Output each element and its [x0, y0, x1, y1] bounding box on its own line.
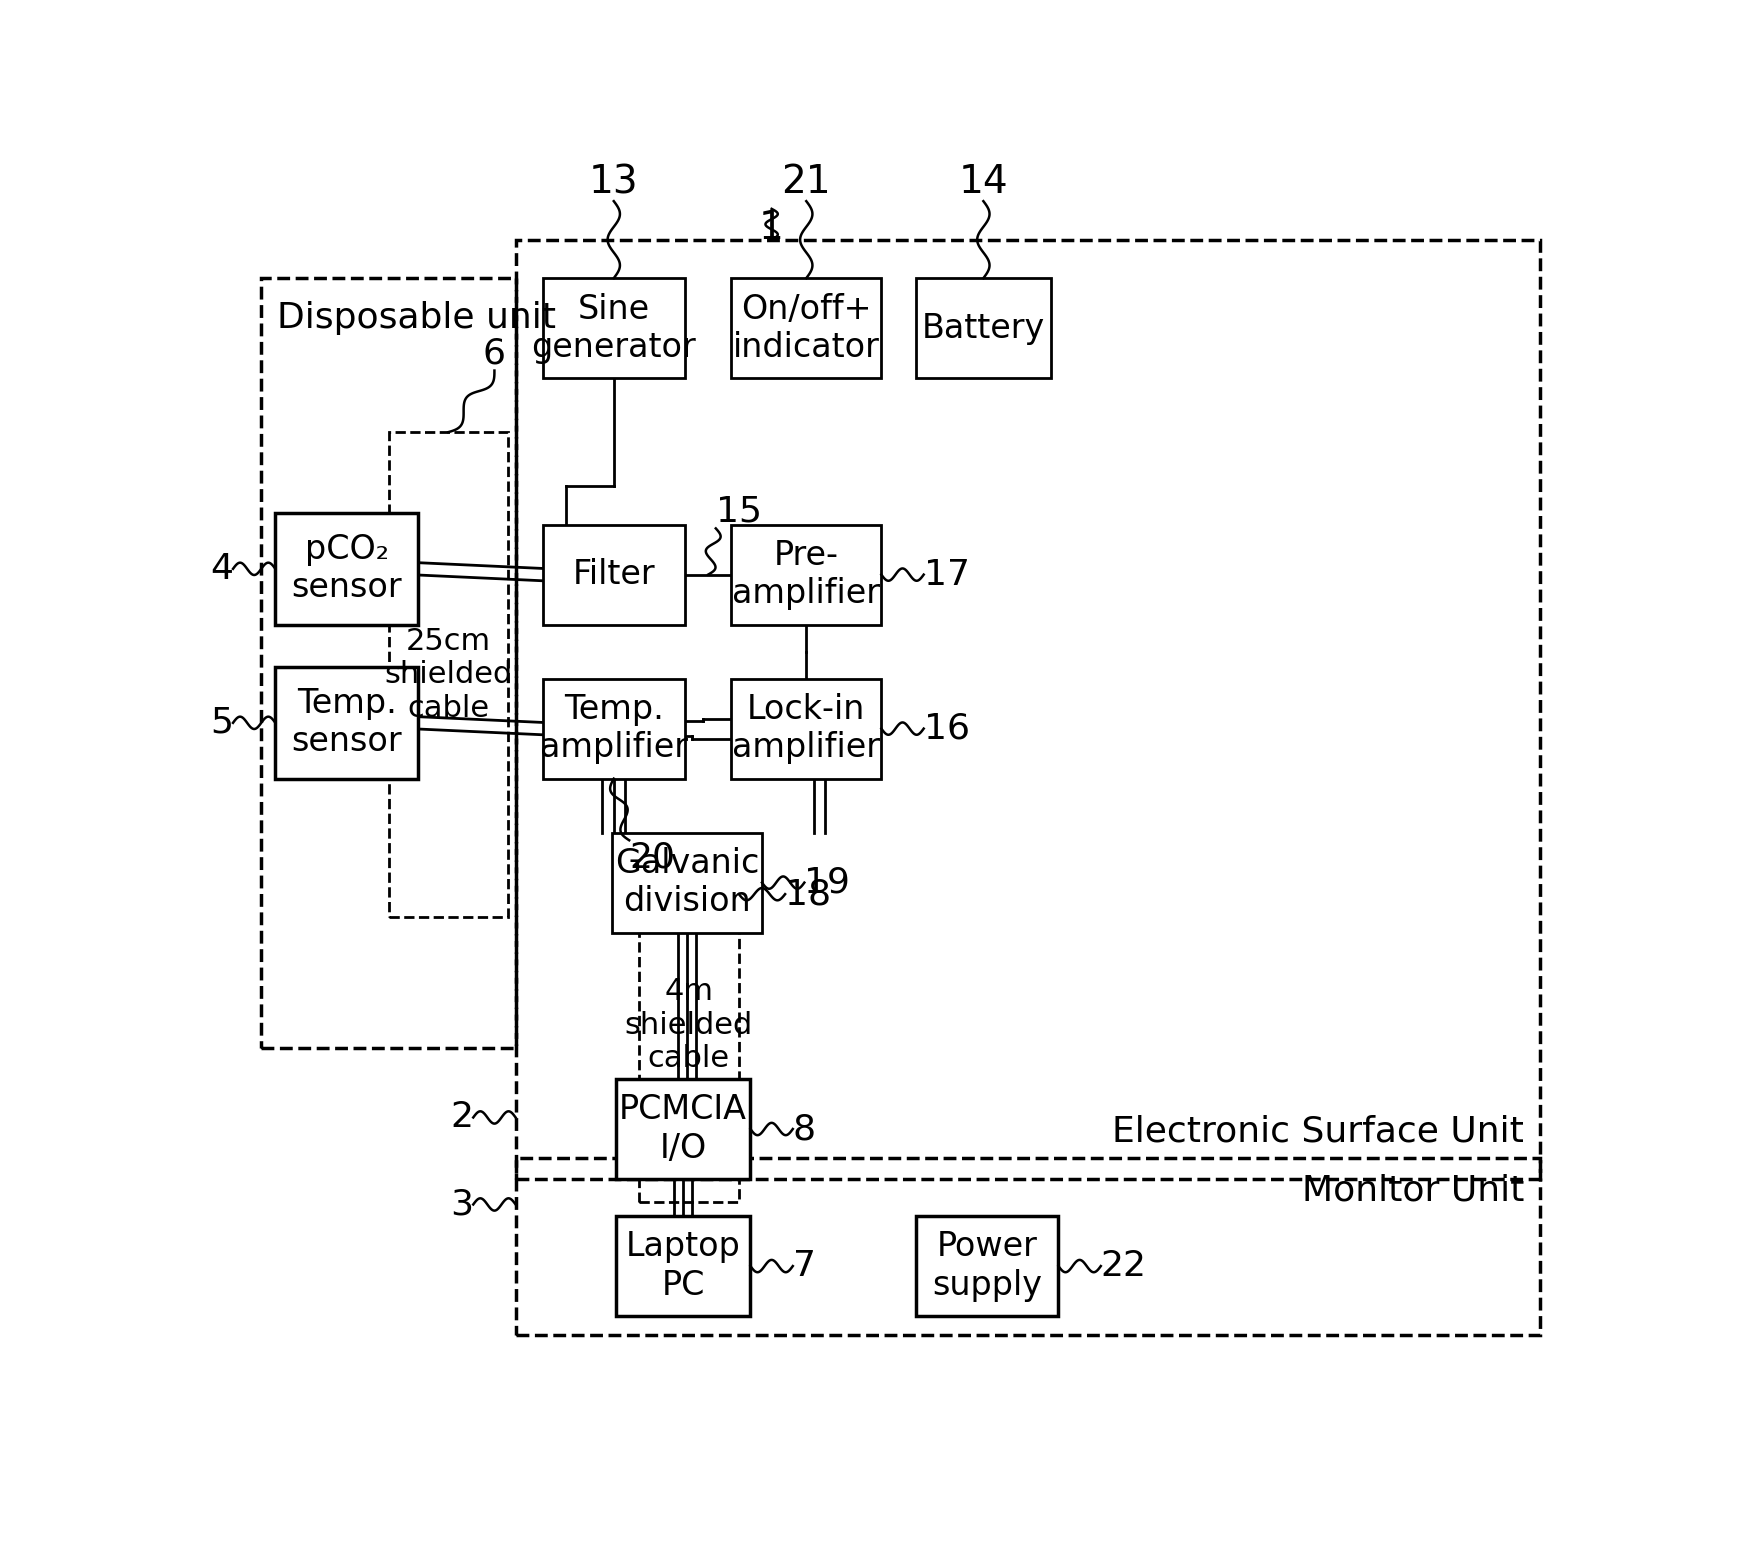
Bar	[516, 240, 1538, 1180]
Text: 4m
shielded
cable: 4m shielded cable	[624, 977, 753, 1073]
Text: 6: 6	[482, 336, 505, 370]
Text: 2: 2	[449, 1101, 474, 1135]
Bar	[542, 279, 685, 378]
Text: PCMCIA
I/O: PCMCIA I/O	[619, 1093, 746, 1164]
Text: Disposable unit: Disposable unit	[276, 302, 556, 336]
Text: 25cm
shielded
cable: 25cm shielded cable	[385, 627, 512, 723]
Text: Sine
generator: Sine generator	[531, 293, 696, 364]
Text: 4: 4	[210, 551, 232, 585]
Text: Power
supply: Power supply	[932, 1231, 1042, 1302]
Bar	[542, 678, 685, 779]
Bar	[388, 432, 507, 918]
Text: 14: 14	[958, 163, 1007, 201]
Text: 7: 7	[792, 1249, 815, 1283]
Text: Laptop
PC: Laptop PC	[626, 1231, 739, 1302]
Text: 22: 22	[1099, 1249, 1147, 1283]
Bar	[916, 1217, 1058, 1316]
Text: Temp.
amplifier: Temp. amplifier	[540, 694, 687, 765]
Text: 20: 20	[629, 841, 675, 875]
Text: Pre-
amplifier: Pre- amplifier	[732, 539, 879, 610]
Bar	[262, 279, 516, 1048]
Text: 21: 21	[781, 163, 830, 201]
Bar	[612, 833, 762, 932]
Bar	[916, 279, 1051, 378]
Text: Galvanic
division: Galvanic division	[614, 847, 759, 918]
Text: 5: 5	[210, 706, 232, 740]
Text: Electronic Surface Unit: Electronic Surface Unit	[1112, 1115, 1524, 1149]
Bar	[731, 678, 881, 779]
Text: 17: 17	[923, 557, 968, 591]
Text: Monitor Unit: Monitor Unit	[1301, 1173, 1524, 1207]
Text: Lock-in
amplifier: Lock-in amplifier	[732, 694, 879, 765]
Bar	[731, 279, 881, 378]
Text: 18: 18	[785, 878, 830, 912]
Text: On/off+
indicator: On/off+ indicator	[732, 293, 879, 364]
Bar	[638, 848, 738, 1203]
Text: 8: 8	[792, 1111, 816, 1146]
Text: 3: 3	[449, 1187, 474, 1221]
Bar	[615, 1217, 750, 1316]
Text: 15: 15	[715, 494, 762, 528]
Text: 1: 1	[759, 209, 783, 246]
Text: pCO₂
sensor: pCO₂ sensor	[292, 533, 402, 604]
Text: Battery: Battery	[921, 311, 1044, 345]
Bar	[516, 1158, 1538, 1336]
Bar	[274, 512, 418, 625]
Text: 16: 16	[923, 712, 968, 746]
Bar	[542, 525, 685, 625]
Text: 13: 13	[589, 163, 638, 201]
Bar	[274, 667, 418, 779]
Text: Filter: Filter	[572, 559, 656, 591]
Text: 19: 19	[804, 865, 850, 899]
Text: Temp.
sensor: Temp. sensor	[292, 687, 402, 759]
Bar	[615, 1079, 750, 1180]
Bar	[731, 525, 881, 625]
